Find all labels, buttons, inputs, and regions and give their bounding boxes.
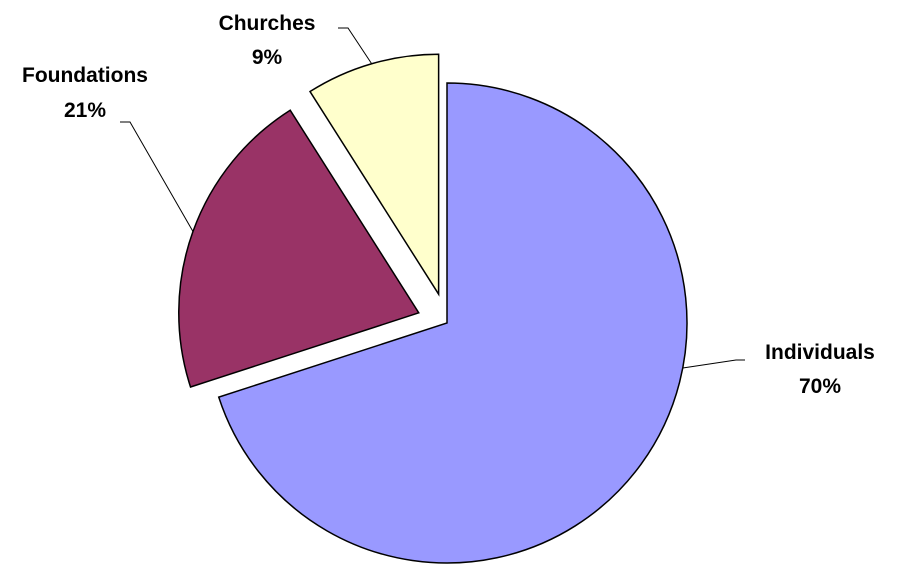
- data-label-foundations: Foundations 21%: [22, 64, 148, 122]
- pie-slice-individuals: [217, 82, 688, 564]
- slice-percent-individuals: 70%: [799, 375, 841, 398]
- leader-line-churches: [338, 27, 373, 64]
- data-label-individuals: Individuals 70%: [765, 341, 875, 398]
- leader-line-individuals: [682, 359, 745, 369]
- slice-percent-churches: 9%: [252, 46, 283, 69]
- leader-lines: [120, 27, 745, 369]
- slice-label-individuals: Individuals: [765, 341, 875, 364]
- leader-line-foundations: [120, 121, 194, 232]
- data-label-churches: Churches 9%: [219, 12, 316, 69]
- pie-slice-foundations: [178, 109, 420, 388]
- slice-label-foundations: Foundations: [22, 64, 148, 87]
- slice-percent-foundations: 21%: [64, 99, 106, 122]
- slice-label-churches: Churches: [219, 12, 316, 35]
- pie-slice-churches: [308, 53, 440, 297]
- pie-slices: [178, 53, 688, 564]
